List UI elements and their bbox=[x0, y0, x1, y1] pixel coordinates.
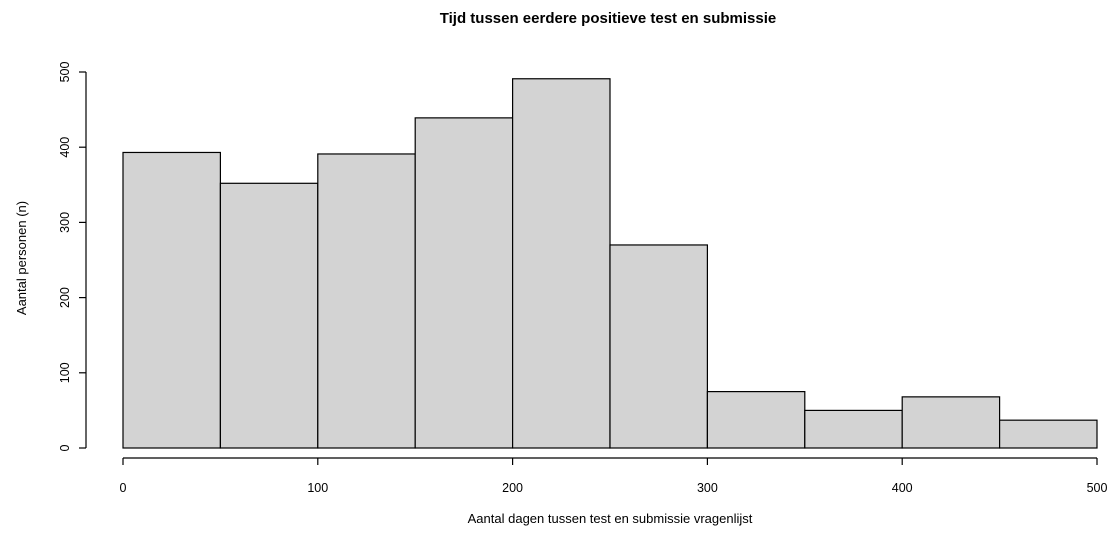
y-tick-label: 500 bbox=[58, 62, 72, 83]
bar-350-400 bbox=[804, 409, 903, 449]
chart-title: Tijd tussen eerdere positieve test en su… bbox=[440, 10, 777, 27]
y-tick-label: 100 bbox=[58, 362, 72, 383]
y-tick-label: 200 bbox=[58, 287, 72, 308]
bar-250-300 bbox=[609, 244, 709, 449]
bar-0-50 bbox=[122, 151, 222, 449]
bar-50-100 bbox=[219, 182, 319, 449]
y-tick-label: 300 bbox=[58, 212, 72, 233]
y-tick-label: 400 bbox=[58, 137, 72, 158]
x-tick-label: 200 bbox=[502, 481, 523, 495]
x-tick-label: 400 bbox=[892, 481, 913, 495]
x-tick-label: 500 bbox=[1087, 481, 1108, 495]
bar-150-200 bbox=[414, 117, 514, 449]
bar-300-350 bbox=[706, 391, 806, 449]
bar-450-500 bbox=[998, 419, 1098, 449]
x-axis-label: Aantal dagen tussen test en submissie vr… bbox=[468, 511, 753, 526]
bar-100-150 bbox=[317, 153, 416, 449]
bar-400-450 bbox=[901, 396, 1001, 449]
bar-200-250 bbox=[511, 78, 611, 449]
x-tick-label: 300 bbox=[697, 481, 718, 495]
y-axis-label: Aantal personen (n) bbox=[14, 201, 29, 315]
y-axis: 0 100 200 300 400 500 bbox=[58, 62, 87, 451]
x-axis: 0 100 200 300 400 500 bbox=[120, 457, 1108, 495]
x-tick-label: 100 bbox=[307, 481, 328, 495]
bars-group bbox=[122, 78, 1098, 449]
y-tick-label: 0 bbox=[58, 444, 72, 451]
x-tick-label: 0 bbox=[120, 481, 127, 495]
